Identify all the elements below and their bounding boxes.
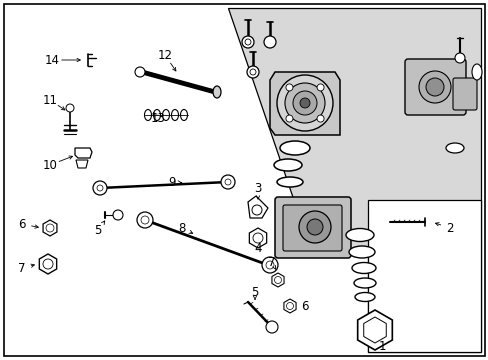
Text: 7: 7 — [18, 261, 26, 274]
Circle shape — [285, 115, 292, 122]
Text: 12: 12 — [157, 49, 172, 62]
Circle shape — [285, 84, 292, 91]
Polygon shape — [227, 8, 480, 352]
FancyBboxPatch shape — [452, 78, 476, 110]
Text: 5: 5 — [94, 224, 102, 237]
Text: 1: 1 — [378, 341, 385, 354]
Circle shape — [418, 71, 450, 103]
Ellipse shape — [273, 159, 302, 171]
Text: 3: 3 — [254, 181, 261, 194]
Polygon shape — [76, 160, 88, 168]
Circle shape — [251, 205, 262, 215]
Text: 6: 6 — [301, 300, 308, 312]
Circle shape — [299, 98, 309, 108]
Circle shape — [244, 39, 250, 45]
Circle shape — [306, 219, 323, 235]
Circle shape — [137, 212, 153, 228]
Circle shape — [249, 69, 256, 75]
Ellipse shape — [471, 64, 481, 80]
Ellipse shape — [353, 278, 375, 288]
Circle shape — [298, 211, 330, 243]
Polygon shape — [269, 72, 339, 135]
Ellipse shape — [180, 109, 187, 121]
Circle shape — [66, 104, 74, 112]
Circle shape — [221, 175, 235, 189]
Circle shape — [274, 276, 281, 284]
Ellipse shape — [348, 246, 374, 258]
Circle shape — [276, 75, 332, 131]
Text: 8: 8 — [178, 221, 185, 234]
Text: 14: 14 — [44, 54, 60, 67]
Circle shape — [246, 66, 259, 78]
Text: 11: 11 — [42, 94, 58, 107]
Bar — [367, 200, 480, 352]
Text: 9: 9 — [168, 176, 175, 189]
Ellipse shape — [171, 109, 178, 121]
Ellipse shape — [445, 143, 463, 153]
Ellipse shape — [153, 109, 160, 121]
Circle shape — [141, 216, 149, 224]
Text: 7: 7 — [268, 256, 275, 269]
Circle shape — [242, 36, 253, 48]
Ellipse shape — [213, 86, 221, 98]
Circle shape — [292, 91, 316, 115]
Ellipse shape — [162, 109, 169, 121]
Circle shape — [454, 53, 464, 63]
Circle shape — [252, 233, 263, 243]
Circle shape — [425, 78, 443, 96]
Ellipse shape — [346, 229, 373, 242]
Ellipse shape — [354, 292, 374, 302]
Text: 6: 6 — [18, 217, 26, 230]
Circle shape — [224, 179, 230, 185]
Text: 2: 2 — [446, 221, 453, 234]
Ellipse shape — [144, 109, 151, 121]
Circle shape — [113, 210, 123, 220]
Polygon shape — [247, 196, 267, 218]
FancyBboxPatch shape — [404, 59, 465, 115]
FancyBboxPatch shape — [283, 205, 341, 251]
Circle shape — [97, 185, 103, 191]
Text: 5: 5 — [251, 285, 258, 298]
Text: 13: 13 — [150, 112, 165, 125]
Circle shape — [46, 224, 54, 232]
Circle shape — [93, 181, 107, 195]
Circle shape — [43, 259, 53, 269]
Text: 10: 10 — [42, 158, 57, 171]
Circle shape — [265, 321, 278, 333]
FancyBboxPatch shape — [274, 197, 350, 258]
Circle shape — [285, 83, 325, 123]
Circle shape — [262, 257, 278, 273]
Circle shape — [265, 261, 273, 269]
Ellipse shape — [280, 141, 309, 155]
Ellipse shape — [276, 177, 303, 187]
Circle shape — [316, 115, 324, 122]
Circle shape — [286, 302, 293, 310]
Text: 4: 4 — [254, 242, 261, 255]
Circle shape — [264, 36, 275, 48]
Circle shape — [135, 67, 145, 77]
Polygon shape — [75, 148, 92, 158]
Circle shape — [316, 84, 324, 91]
Ellipse shape — [351, 262, 375, 274]
